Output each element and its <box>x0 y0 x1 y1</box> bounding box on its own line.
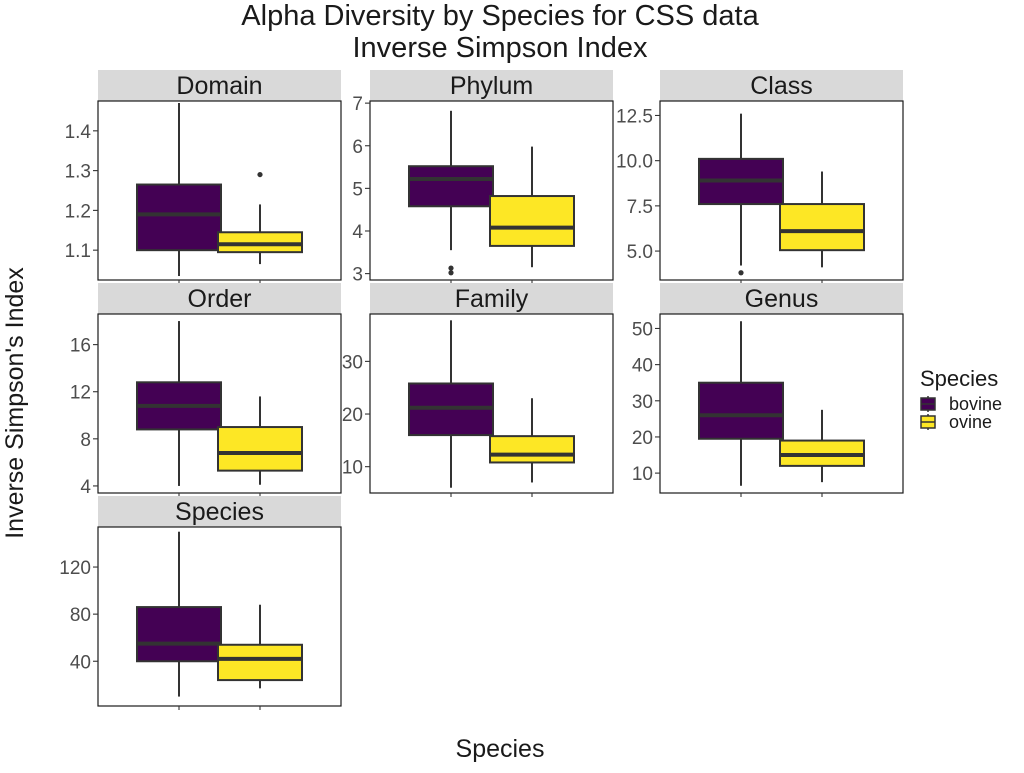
y-tick-label-class: 5.0 <box>627 242 653 263</box>
facet-family: Family 10 20 30 <box>342 283 614 497</box>
facet-label-class: Class <box>750 72 813 100</box>
facet-label-domain: Domain <box>176 72 262 100</box>
y-tick-label-family: 30 <box>342 352 363 373</box>
facet-strip-order <box>98 283 341 314</box>
y-tick-label-phylum: 5 <box>352 179 363 200</box>
y-tick-label-genus: 10 <box>632 464 653 485</box>
facet-order: Order 4 8 12 16 <box>70 283 342 498</box>
legend-title: Species <box>920 366 998 391</box>
facet-strip-domain <box>98 70 341 101</box>
y-tick-label-order: 8 <box>80 430 91 451</box>
y-axis-title: Inverse Simpson's Index <box>1 267 29 539</box>
outlier-point-class-bovine <box>738 270 744 276</box>
y-tick-label-order: 12 <box>70 383 91 404</box>
facet-strip-class <box>660 70 903 101</box>
y-tick-label-phylum: 3 <box>352 265 363 286</box>
y-tick-label-domain: 1.2 <box>65 201 91 222</box>
outlier-point-domain-ovine <box>257 171 263 178</box>
facet-label-genus: Genus <box>745 285 819 313</box>
y-tick-label-phylum: 7 <box>352 94 363 115</box>
box-species-bovine <box>136 606 222 663</box>
box-domain-bovine <box>136 183 222 252</box>
chart-title-line1: Alpha Diversity by Species for CSS data <box>241 0 759 32</box>
legend-label-ovine: ovine <box>949 412 992 432</box>
box-phylum-ovine <box>489 195 575 247</box>
facet-label-order: Order <box>188 285 252 313</box>
y-tick-label-domain: 1.3 <box>65 162 91 183</box>
y-tick-label-class: 10.0 <box>616 152 653 173</box>
y-tick-label-genus: 40 <box>632 356 653 377</box>
facet-label-species: Species <box>175 498 264 526</box>
y-tick-label-species: 120 <box>59 558 91 579</box>
facet-species: Species 40 80 120 <box>59 496 342 710</box>
box-genus-bovine <box>698 381 784 440</box>
legend-label-bovine: bovine <box>949 394 1002 414</box>
y-tick-label-family: 10 <box>342 458 363 479</box>
outlier-point-phylum-bovine <box>448 265 454 271</box>
y-tick-label-order: 16 <box>70 336 91 357</box>
facet-strip-family <box>370 283 613 314</box>
facet-label-phylum: Phylum <box>450 72 533 100</box>
facet-strip-phylum <box>370 70 613 101</box>
y-tick-label-genus: 20 <box>632 428 653 449</box>
y-tick-label-genus: 30 <box>632 392 653 413</box>
facet-panels: Domain 1.1 1.2 1.3 1.4 Phylum 3 4 5 6 7 Class 5.0 7.5… <box>59 70 904 710</box>
y-tick-label-domain: 1.1 <box>65 241 91 262</box>
chart-title-line2: Inverse Simpson Index <box>353 32 648 64</box>
facet-label-family: Family <box>455 285 529 313</box>
y-tick-label-domain: 1.4 <box>65 122 92 143</box>
box-family-ovine <box>489 435 575 464</box>
facet-phylum: Phylum 3 4 5 6 7 <box>352 70 614 286</box>
facet-genus: Genus 10 20 30 40 50 <box>632 283 904 497</box>
box-class-ovine <box>779 203 865 252</box>
facet-strip-genus <box>660 283 903 314</box>
y-tick-label-species: 80 <box>70 605 91 626</box>
facet-domain: Domain 1.1 1.2 1.3 1.4 <box>65 70 342 284</box>
y-tick-label-species: 40 <box>70 652 91 673</box>
y-tick-label-class: 7.5 <box>627 197 653 218</box>
y-tick-label-genus: 50 <box>632 319 653 340</box>
box-species-ovine <box>217 643 303 682</box>
outlier-point-phylum-bovine <box>448 270 454 276</box>
y-tick-label-phylum: 4 <box>352 222 363 243</box>
box-phylum-bovine <box>408 165 494 208</box>
y-tick-label-phylum: 6 <box>352 137 363 158</box>
facet-class: Class 5.0 7.5 10.0 12.5 <box>616 70 904 284</box>
y-tick-label-order: 4 <box>80 477 91 498</box>
box-order-ovine <box>217 426 303 472</box>
x-axis-title: Species <box>456 735 545 763</box>
y-tick-label-family: 20 <box>342 405 363 426</box>
facet-strip-species <box>98 496 341 527</box>
y-tick-label-class: 12.5 <box>616 106 653 127</box>
